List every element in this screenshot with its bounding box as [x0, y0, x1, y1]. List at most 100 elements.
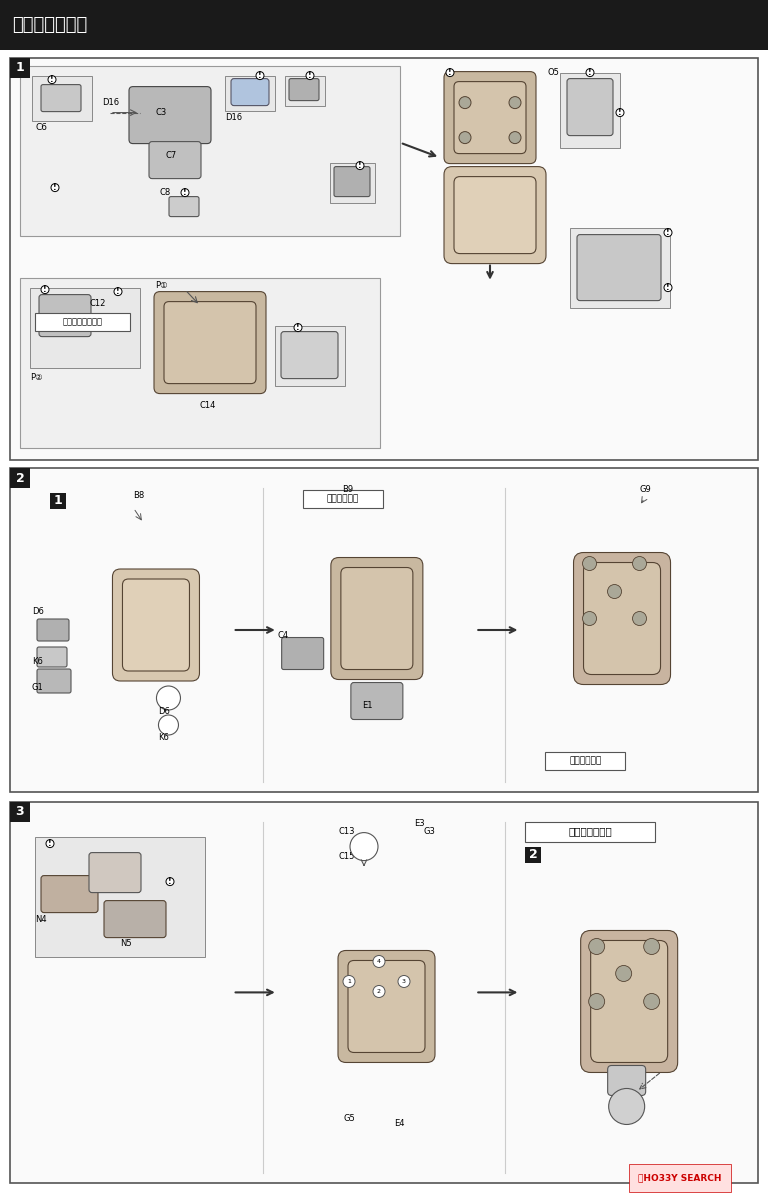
Circle shape: [459, 96, 471, 108]
FancyBboxPatch shape: [351, 683, 403, 720]
Text: !: !: [308, 71, 312, 80]
Circle shape: [609, 1088, 644, 1124]
Circle shape: [114, 288, 122, 295]
Text: B9: B9: [342, 486, 353, 494]
Text: !: !: [666, 228, 670, 238]
Circle shape: [644, 938, 660, 954]
Text: !: !: [358, 161, 362, 170]
Circle shape: [398, 976, 410, 988]
Text: !: !: [449, 68, 452, 77]
Text: 06: 06: [683, 1175, 697, 1186]
Text: E1: E1: [362, 701, 372, 710]
Text: !: !: [296, 323, 300, 332]
Circle shape: [294, 324, 302, 331]
Text: C13: C13: [339, 827, 356, 836]
FancyBboxPatch shape: [231, 78, 269, 106]
Text: G1: G1: [32, 684, 44, 692]
FancyBboxPatch shape: [334, 167, 370, 197]
Circle shape: [588, 994, 604, 1009]
Text: C7: C7: [165, 151, 176, 160]
Text: !: !: [168, 877, 172, 886]
Bar: [525, 822, 655, 841]
Circle shape: [48, 76, 56, 84]
Circle shape: [607, 584, 621, 599]
Bar: [30, 288, 140, 367]
FancyBboxPatch shape: [444, 72, 536, 163]
Text: D16: D16: [102, 98, 119, 107]
Text: 胴体の組み立て: 胴体の組み立て: [12, 16, 88, 34]
FancyBboxPatch shape: [89, 852, 141, 893]
Circle shape: [664, 228, 672, 236]
Circle shape: [373, 955, 385, 967]
FancyBboxPatch shape: [574, 552, 670, 684]
Bar: [35, 836, 205, 956]
FancyBboxPatch shape: [591, 941, 667, 1062]
FancyBboxPatch shape: [154, 292, 266, 394]
Text: G3: G3: [424, 827, 436, 836]
FancyBboxPatch shape: [37, 619, 69, 641]
Text: !: !: [258, 71, 262, 80]
Bar: [10, 468, 758, 792]
Circle shape: [51, 184, 59, 192]
Circle shape: [356, 162, 364, 169]
Text: B8: B8: [134, 492, 144, 500]
FancyBboxPatch shape: [37, 670, 71, 692]
Circle shape: [158, 715, 178, 734]
Text: 向きを変える: 向きを変える: [569, 756, 601, 766]
Text: 1: 1: [54, 494, 62, 508]
Text: 4: 4: [377, 959, 381, 964]
Bar: [570, 228, 670, 307]
Text: E3: E3: [414, 820, 425, 828]
Bar: [303, 490, 382, 508]
FancyBboxPatch shape: [607, 1066, 646, 1096]
Circle shape: [46, 840, 54, 847]
Circle shape: [633, 557, 647, 570]
FancyBboxPatch shape: [37, 647, 67, 667]
Text: !: !: [43, 286, 47, 294]
Circle shape: [181, 188, 189, 197]
Circle shape: [166, 877, 174, 886]
Text: O5: O5: [548, 68, 560, 77]
Text: !: !: [50, 76, 54, 84]
Circle shape: [588, 938, 604, 954]
Circle shape: [644, 994, 660, 1009]
FancyBboxPatch shape: [41, 84, 81, 112]
FancyBboxPatch shape: [129, 86, 211, 144]
Text: !: !: [184, 188, 187, 197]
FancyBboxPatch shape: [122, 578, 190, 671]
Text: !: !: [116, 287, 120, 296]
Text: K6: K6: [32, 658, 43, 666]
FancyBboxPatch shape: [341, 568, 413, 670]
Bar: [560, 72, 620, 148]
FancyBboxPatch shape: [282, 637, 323, 670]
Circle shape: [350, 833, 378, 860]
Bar: [50, 493, 66, 509]
Circle shape: [256, 72, 264, 79]
Text: 向きを変える: 向きを変える: [326, 494, 359, 504]
FancyBboxPatch shape: [281, 331, 338, 379]
Bar: [545, 752, 625, 770]
FancyBboxPatch shape: [104, 900, 166, 937]
Text: C14: C14: [200, 401, 217, 410]
FancyBboxPatch shape: [577, 235, 661, 300]
Text: D6: D6: [32, 607, 44, 617]
Bar: [10, 802, 758, 1183]
Bar: [525, 847, 541, 863]
Text: P①: P①: [155, 281, 167, 290]
Text: N5: N5: [120, 940, 131, 948]
Text: 2: 2: [529, 848, 538, 862]
Circle shape: [664, 283, 672, 292]
FancyBboxPatch shape: [164, 301, 256, 384]
Text: 《胴体の完成》: 《胴体の完成》: [568, 827, 612, 836]
Text: !: !: [588, 68, 592, 77]
Text: 2: 2: [377, 989, 381, 994]
Circle shape: [616, 108, 624, 116]
Bar: [0, 0, 768, 50]
FancyBboxPatch shape: [584, 563, 660, 674]
FancyBboxPatch shape: [149, 142, 201, 179]
Text: !: !: [48, 839, 51, 848]
Text: P②: P②: [30, 373, 43, 382]
Bar: [285, 76, 325, 106]
Text: 1: 1: [347, 979, 351, 984]
Circle shape: [446, 68, 454, 77]
